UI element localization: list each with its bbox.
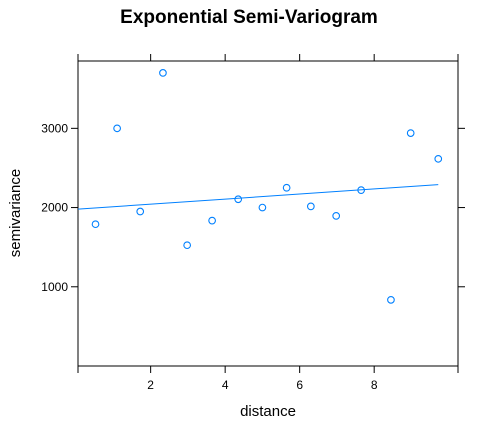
scatter-point xyxy=(434,154,443,163)
marks-layer xyxy=(77,69,443,304)
scatter-point xyxy=(258,203,267,212)
scatter-point xyxy=(234,195,243,204)
x-tick-label: 6 xyxy=(296,378,303,392)
y-tick-label: 1000 xyxy=(41,280,68,294)
x-tick-label: 4 xyxy=(222,378,229,392)
scatter-point xyxy=(113,124,121,133)
x-tick-label: 2 xyxy=(147,378,154,392)
scatter-point xyxy=(357,186,365,194)
x-tick-label: 8 xyxy=(371,378,378,392)
scatter-point xyxy=(332,212,341,220)
plot-frame xyxy=(77,60,459,367)
y-axis-label: semivariance xyxy=(7,169,24,257)
scatter-point xyxy=(208,216,216,225)
tick-layer: 2 4 6 8 1000 2000 3000 xyxy=(41,54,465,392)
y-tick-label: 2000 xyxy=(41,201,68,215)
y-tick-label: 3000 xyxy=(41,121,68,135)
fitted-model-line xyxy=(77,184,439,210)
scatter-point xyxy=(406,129,415,137)
scatter-point xyxy=(183,241,192,250)
scatter-point xyxy=(306,202,315,211)
x-axis-label: distance xyxy=(240,403,296,420)
scatter-point xyxy=(387,296,395,304)
chart-title: Exponential Semi-Variogram xyxy=(120,7,378,28)
scatter-point xyxy=(91,220,100,229)
scatter-point xyxy=(136,207,145,216)
scatter-point xyxy=(159,69,167,77)
scatter-point xyxy=(282,183,291,192)
